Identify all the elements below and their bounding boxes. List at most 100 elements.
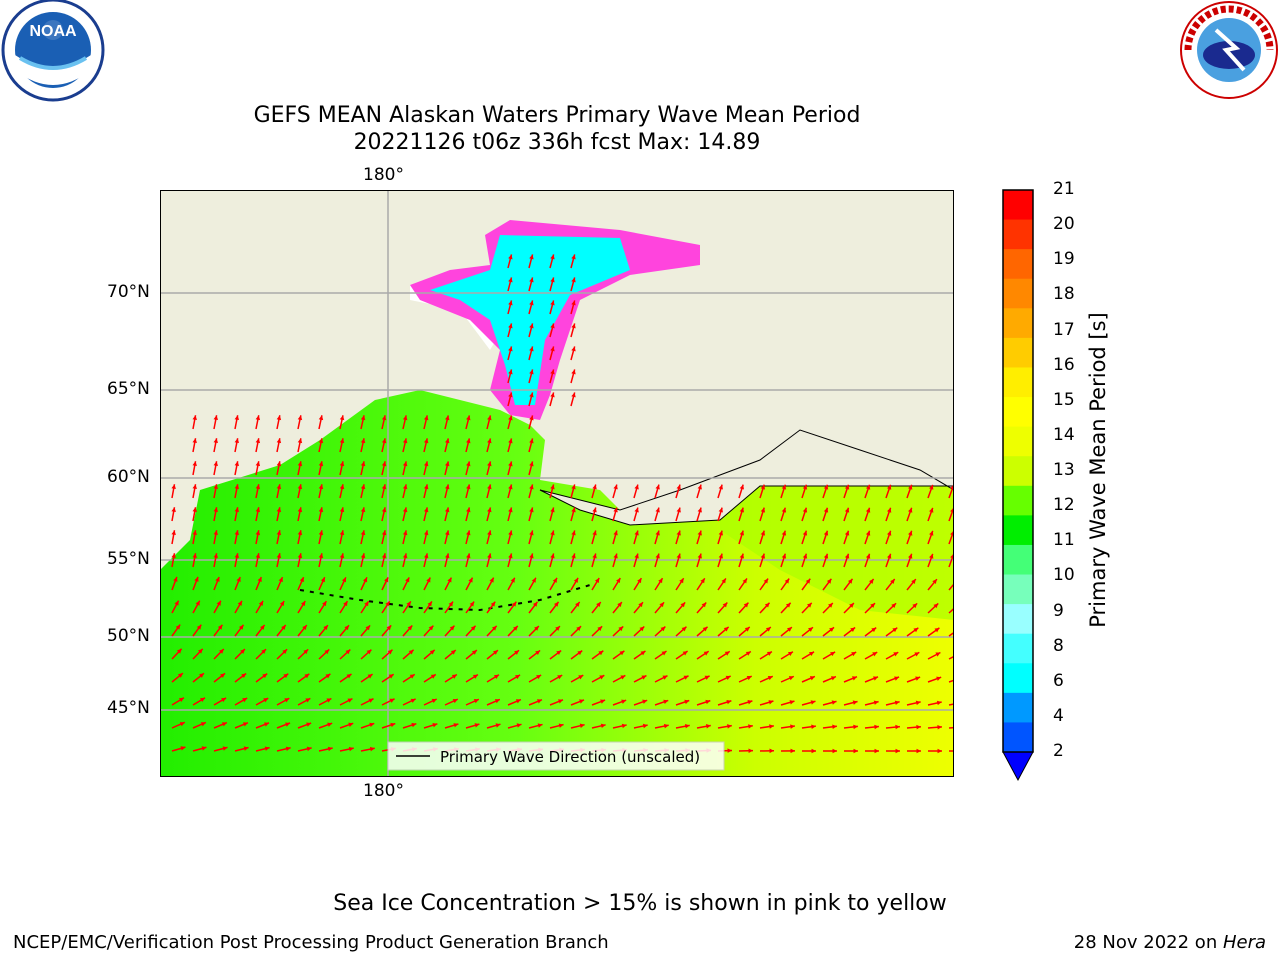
wave-arrow-head (536, 699, 542, 704)
wave-arrow-head (936, 676, 942, 681)
wave-arrow-head (237, 600, 242, 606)
wave-arrow-head (495, 723, 501, 728)
wave-arrow-head (447, 577, 452, 583)
wave-arrow-head (529, 346, 534, 352)
wave-arrow-head (513, 625, 518, 631)
wave-arrow-head (934, 627, 940, 633)
wave-arrow-head (529, 300, 534, 306)
wave-arrow-head (760, 530, 766, 536)
wave-arrow-head (676, 553, 681, 559)
wave-arrow-head (571, 300, 576, 306)
wave-arrow-head (747, 700, 753, 705)
wave-arrow-head (388, 674, 394, 679)
wave-arrow-head (445, 507, 450, 513)
wave-arrow-head (619, 650, 625, 656)
wave-arrow-head (360, 530, 366, 536)
wave-arrow-head (466, 484, 471, 490)
wave-arrow-head (318, 530, 324, 536)
colorbar-segment (1003, 574, 1033, 605)
wave-arrow-head (785, 602, 791, 608)
wave-arrow-head (302, 625, 307, 630)
wave-arrow-head (213, 507, 218, 513)
wave-arrow-head (511, 601, 517, 607)
wave-direction-arrows (171, 254, 954, 754)
wave-arrow-head (680, 602, 686, 608)
colorbar-tick-label: 19 (1053, 249, 1075, 270)
footer-date: 28 Nov 2022 on Hera (1074, 932, 1266, 953)
wave-arrow-head (802, 553, 808, 559)
noaa-logo-icon: NOAA (1, 0, 105, 102)
wave-arrow-head (865, 484, 871, 490)
wave-arrow-head (908, 484, 913, 490)
wave-arrow-head (658, 578, 663, 584)
wave-arrow-head (832, 724, 837, 730)
wave-arrow-head (261, 649, 266, 654)
wave-arrow-head (727, 748, 732, 753)
wave-arrow-head (915, 676, 921, 681)
wave-arrow-head (529, 484, 534, 490)
wave-arrow-head (870, 603, 875, 608)
wave-arrow-head (767, 676, 773, 681)
wave-arrow-head (368, 698, 374, 703)
wave-arrow-head (802, 484, 808, 490)
wave-arrow-head (219, 648, 224, 654)
wave-arrow-head (471, 650, 477, 655)
wave-arrow-head (510, 577, 515, 583)
wave-arrow-head (852, 700, 858, 705)
wave-arrow-head (537, 723, 543, 728)
wave-arrow-head (933, 603, 939, 609)
wave-arrow-head (234, 553, 240, 559)
wave-arrow-head (466, 415, 471, 421)
wave-arrow-head (727, 724, 732, 729)
wave-arrow-head (466, 553, 471, 559)
wave-arrow-head (326, 698, 332, 703)
wave-arrow-head (531, 577, 536, 583)
colorbar-tick-label: 18 (1053, 284, 1075, 305)
wave-arrow-head (279, 600, 285, 606)
graticule (160, 190, 954, 777)
wave-arrow-head (844, 484, 850, 490)
colorbar-segment (1003, 692, 1033, 723)
wave-arrow-head (781, 553, 787, 559)
wave-arrow-head (213, 415, 218, 421)
wave-arrow-head (739, 507, 745, 513)
wave-arrow-head (873, 676, 879, 681)
wave-arrow-head (571, 530, 576, 536)
wave-arrow-head (487, 553, 492, 559)
wave-arrow-head (327, 746, 333, 752)
wave-arrow-head (192, 530, 197, 536)
wave-arrow-head (381, 507, 387, 513)
wave-arrow-head (348, 746, 354, 752)
wave-arrow-head (450, 650, 456, 655)
wave-arrow-head (217, 624, 223, 630)
wave-arrow-head (718, 507, 723, 513)
wave-arrow-head (886, 530, 892, 536)
wave-arrow-head (844, 553, 850, 559)
wave-arrow-head (571, 254, 576, 260)
wave-arrow-head (255, 415, 261, 421)
wave-arrow-head (303, 649, 309, 655)
wave-arrow-head (384, 577, 389, 583)
wave-arrow-head (508, 323, 513, 329)
colorbar-segment (1003, 249, 1033, 280)
wave-arrow-head (679, 578, 684, 584)
wave-arrow-head (487, 461, 492, 467)
colorbar-segment (1003, 190, 1033, 221)
wave-arrow-head (726, 699, 732, 705)
wave-arrow-head (387, 649, 393, 655)
wave-arrow-head (641, 675, 647, 680)
wave-arrow-head (830, 651, 836, 657)
colorbar-tick-label: 6 (1053, 670, 1064, 691)
wave-arrow-head (278, 577, 283, 583)
wave-arrow-head (894, 700, 900, 705)
wave-arrow-head (571, 323, 576, 329)
wave-arrow-head (243, 746, 249, 751)
wave-arrow-head (913, 627, 919, 633)
lat-label-65: 65°N (107, 379, 150, 399)
wave-arrow-head (171, 484, 176, 490)
wave-arrow-head (536, 674, 542, 680)
wave-arrow-head (175, 624, 181, 630)
sea-ice-cyan (430, 235, 630, 405)
wave-arrow-head (360, 438, 366, 444)
wave-arrow-head (550, 484, 555, 490)
